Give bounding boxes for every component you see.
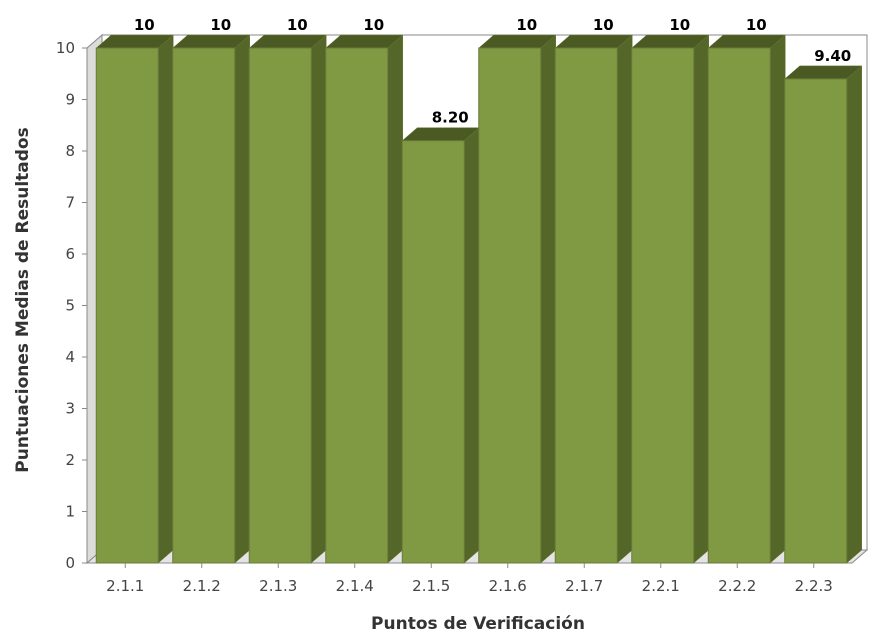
bar	[707, 34, 786, 564]
data-labels: 10 10 10 10 8.20 10 10 10 10 9.40	[134, 16, 851, 127]
y-tick-label: 2	[65, 451, 75, 469]
data-label: 10	[746, 16, 767, 34]
bar-side	[464, 127, 480, 564]
bar	[784, 65, 863, 564]
data-label: 10	[593, 16, 614, 34]
x-tick-label: 2.2.2	[718, 577, 756, 595]
bar-front	[401, 140, 465, 564]
bar-front	[248, 47, 312, 564]
bars	[95, 34, 863, 564]
bar-side	[234, 34, 250, 564]
bar-side	[617, 34, 633, 564]
x-tick-label: 2.1.7	[565, 577, 603, 595]
data-label: 10	[669, 16, 690, 34]
bar	[172, 34, 251, 564]
data-label: 10	[210, 16, 231, 34]
bar-front	[631, 47, 695, 564]
bar	[478, 34, 557, 564]
bar-side	[693, 34, 709, 564]
bar-front	[478, 47, 542, 564]
bar-front	[784, 78, 848, 564]
bar	[248, 34, 327, 564]
x-tick-label: 2.2.3	[795, 577, 833, 595]
y-tick-label: 1	[65, 503, 75, 521]
bar-side	[770, 34, 786, 564]
data-label: 10	[363, 16, 384, 34]
y-tick-label: 0	[65, 554, 75, 572]
y-tick-label: 4	[65, 348, 75, 366]
data-label: 10	[287, 16, 308, 34]
bar	[401, 127, 480, 564]
data-label: 8.20	[432, 109, 469, 127]
y-tick-label: 5	[65, 297, 75, 315]
bar-side	[540, 34, 556, 564]
bar	[631, 34, 710, 564]
x-tick-label: 2.2.1	[642, 577, 680, 595]
bar-front	[95, 47, 159, 564]
x-tick-label: 2.1.2	[183, 577, 221, 595]
x-axis-ticks: 2.1.1 2.1.2 2.1.3 2.1.4 2.1.5 2.1.6 2.1.7 2.2.1…	[106, 563, 833, 595]
bar-side	[311, 34, 327, 564]
x-tick-label: 2.1.1	[106, 577, 144, 595]
bar	[554, 34, 633, 564]
y-axis-title: Puntuaciones Medias de Resultados	[13, 127, 33, 472]
y-tick-label: 6	[65, 245, 75, 263]
y-tick-label: 7	[65, 194, 75, 212]
data-label: 10	[516, 16, 537, 34]
x-axis-title: Puntos de Verificación	[371, 614, 585, 634]
x-tick-label: 2.1.5	[412, 577, 450, 595]
y-axis-ticks: 0 1 2 3 4 5 6 7 8 9 10	[56, 39, 87, 572]
x-tick-label: 2.1.6	[489, 577, 527, 595]
data-label: 9.40	[814, 47, 851, 65]
y-tick-label: 3	[65, 400, 75, 418]
x-tick-label: 2.1.3	[259, 577, 297, 595]
data-label: 10	[134, 16, 155, 34]
bar	[95, 34, 174, 564]
bar-front	[554, 47, 618, 564]
x-tick-label: 2.1.4	[336, 577, 374, 595]
bar-side	[158, 34, 174, 564]
bar-side	[846, 65, 862, 564]
bar-front	[707, 47, 771, 564]
y-tick-label: 9	[65, 91, 75, 109]
bar-front	[172, 47, 236, 564]
y-tick-label: 8	[65, 142, 75, 160]
bar-front	[325, 47, 389, 564]
bar	[325, 34, 404, 564]
y-tick-label: 10	[56, 39, 75, 57]
bar-side	[387, 34, 403, 564]
